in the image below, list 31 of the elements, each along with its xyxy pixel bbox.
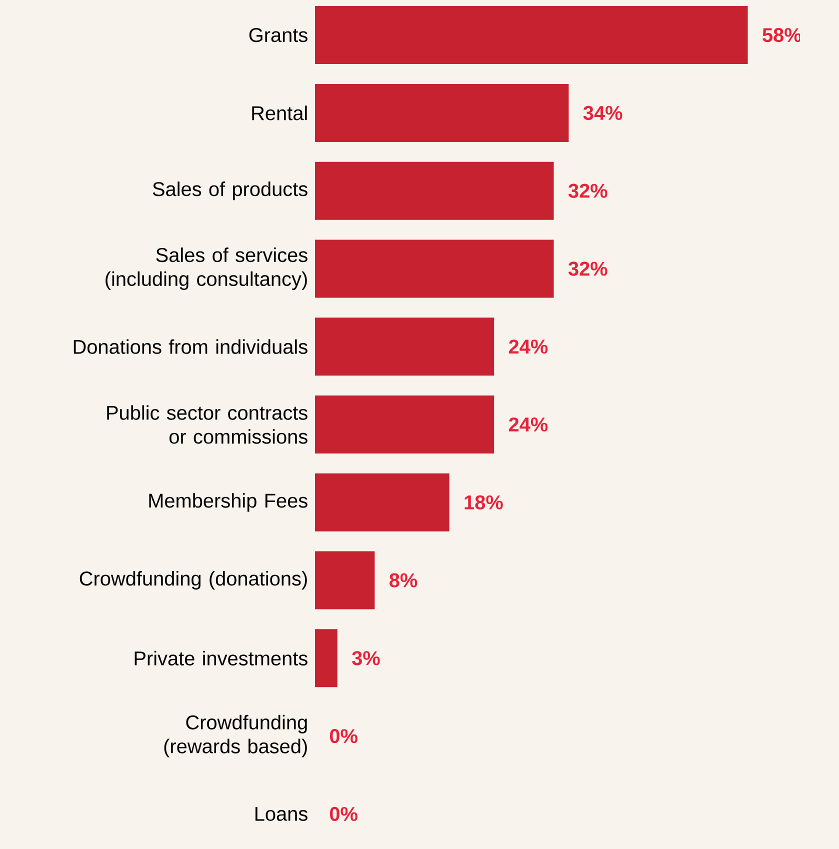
data-label: 32%: [568, 184, 608, 198]
bar: [315, 318, 494, 376]
y-tick-label: Sales of products: [152, 182, 308, 200]
bar: [315, 6, 748, 64]
data-label: 0%: [330, 806, 358, 822]
bar: [315, 396, 494, 454]
bar: [315, 629, 338, 688]
y-tick-label: Donations from individuals: [74, 339, 308, 354]
bar: [315, 162, 554, 220]
bar: [315, 473, 450, 532]
data-label: 8%: [390, 573, 418, 588]
y-tick-label: Rental: [252, 106, 307, 120]
data-label: 24%: [508, 417, 548, 432]
data-label: 58%: [762, 28, 802, 42]
y-tick-label: Private investments: [134, 650, 308, 666]
data-label: 3%: [352, 651, 380, 666]
y-tick-label: Loans: [256, 807, 308, 821]
data-label: 0%: [330, 729, 358, 744]
y-tick-label: Crowdfunding (rewards based): [164, 714, 307, 758]
y-tick-label: Crowdfunding (donations): [80, 571, 307, 590]
data-label: 32%: [568, 262, 608, 276]
bar: [315, 240, 554, 298]
bar: [315, 84, 569, 142]
y-tick-label: Public sector contracts or commissions: [107, 405, 308, 444]
y-tick-label: Membership Fees: [149, 493, 308, 512]
y-tick-label: Sales of services (including consultancy): [106, 247, 308, 290]
data-label: 18%: [464, 495, 503, 510]
data-label: 34%: [583, 106, 622, 120]
y-tick-label: Grants: [249, 28, 308, 42]
bar: [315, 551, 375, 610]
data-label: 24%: [508, 340, 548, 354]
